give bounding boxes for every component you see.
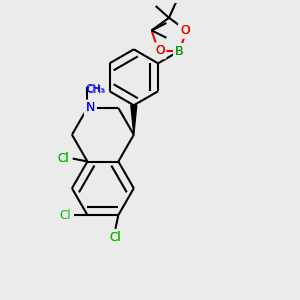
Text: B: B bbox=[175, 45, 183, 58]
Text: B: B bbox=[175, 45, 183, 58]
Text: O: O bbox=[180, 24, 190, 37]
Text: Cl: Cl bbox=[110, 231, 121, 244]
Polygon shape bbox=[131, 105, 137, 135]
Text: O: O bbox=[180, 24, 190, 37]
Text: CH₃: CH₃ bbox=[85, 84, 104, 94]
Text: O: O bbox=[155, 44, 165, 57]
Text: O: O bbox=[155, 44, 164, 57]
Text: N: N bbox=[86, 101, 95, 115]
Text: Cl: Cl bbox=[58, 152, 69, 165]
Text: N: N bbox=[86, 101, 95, 115]
Text: Cl: Cl bbox=[110, 231, 121, 244]
Text: Cl: Cl bbox=[58, 152, 69, 165]
Text: Cl: Cl bbox=[59, 208, 70, 222]
Text: CH₃: CH₃ bbox=[86, 85, 105, 95]
